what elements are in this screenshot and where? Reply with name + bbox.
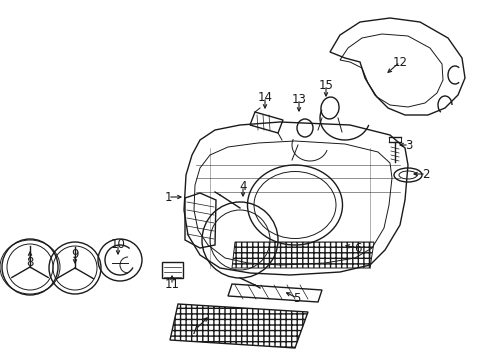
Text: 14: 14 bbox=[258, 90, 272, 104]
Text: 4: 4 bbox=[239, 180, 247, 193]
Text: 15: 15 bbox=[318, 78, 333, 91]
Text: 9: 9 bbox=[71, 248, 79, 261]
Text: 13: 13 bbox=[292, 93, 306, 105]
Text: 8: 8 bbox=[26, 256, 34, 269]
Text: 11: 11 bbox=[165, 279, 179, 292]
Text: 3: 3 bbox=[405, 139, 413, 152]
Text: 7: 7 bbox=[191, 324, 199, 337]
Text: 1: 1 bbox=[164, 190, 172, 203]
Text: 5: 5 bbox=[294, 292, 301, 305]
Text: 2: 2 bbox=[422, 167, 430, 180]
Text: 6: 6 bbox=[354, 242, 362, 255]
Text: 10: 10 bbox=[111, 238, 125, 251]
Text: 12: 12 bbox=[392, 55, 408, 68]
